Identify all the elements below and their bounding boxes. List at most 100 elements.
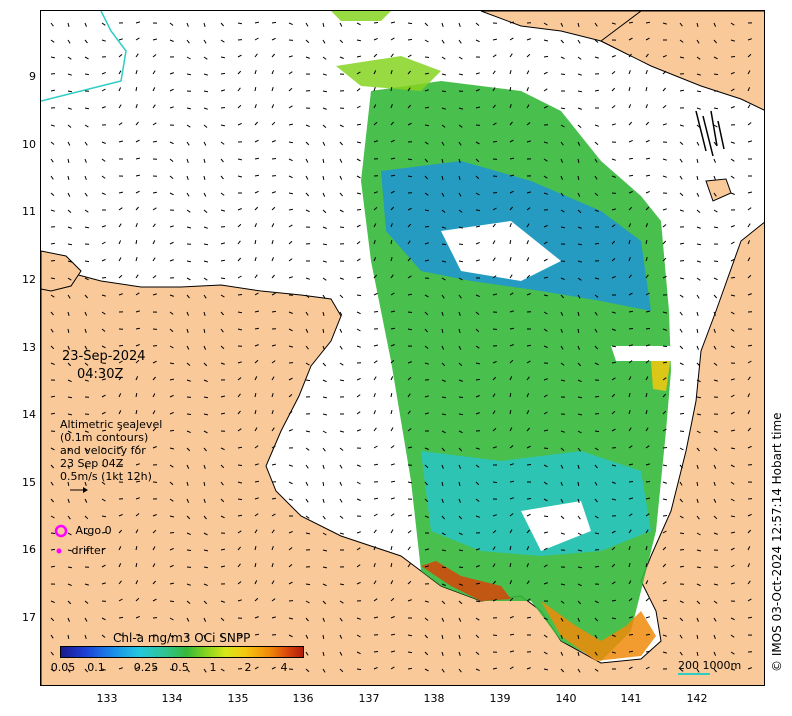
velocity-arrow (475, 464, 480, 468)
velocity-arrow (135, 206, 139, 211)
velocity-arrow (305, 22, 309, 27)
velocity-arrow (696, 22, 699, 28)
velocity-arrow (509, 480, 515, 483)
velocity-arrow (509, 666, 514, 670)
velocity-arrow (407, 275, 412, 279)
velocity-arrow (662, 563, 667, 568)
velocity-arrow (560, 107, 565, 110)
velocity-arrow (560, 124, 565, 128)
velocity-arrow (730, 311, 735, 315)
velocity-arrow (458, 651, 461, 656)
velocity-arrow (628, 292, 633, 296)
velocity-arrow (203, 634, 206, 640)
velocity-arrow (152, 667, 157, 670)
velocity-arrow (169, 158, 174, 162)
velocity-arrow (747, 427, 752, 432)
velocity-arrow (747, 445, 752, 449)
velocity-arrow (560, 583, 566, 586)
velocity-arrow (560, 226, 565, 229)
velocity-arrow (254, 344, 259, 347)
velocity-arrow (390, 392, 393, 398)
timestamp-label: 23-Sep-2024 04:30Z (62, 348, 146, 384)
velocity-arrow (84, 107, 90, 110)
velocity-arrow (628, 650, 634, 653)
velocity-arrow (339, 328, 343, 333)
velocity-arrow (458, 464, 462, 469)
velocity-arrow (322, 668, 326, 673)
velocity-arrow (373, 223, 377, 228)
velocity-arrow (611, 123, 616, 126)
velocity-arrow (390, 104, 393, 109)
velocity-arrow (50, 22, 54, 27)
velocity-arrow (645, 497, 651, 500)
velocity-arrow (696, 345, 699, 350)
velocity-arrow (628, 239, 631, 245)
velocity-arrow (237, 294, 243, 296)
velocity-arrow (67, 566, 73, 569)
velocity-arrow (271, 37, 276, 41)
velocity-arrow (696, 362, 701, 367)
velocity-arrow (237, 410, 241, 415)
velocity-arrow (747, 616, 752, 619)
velocity-arrow (458, 158, 461, 163)
velocity-arrow (203, 22, 206, 28)
velocity-arrow (543, 71, 548, 75)
velocity-arrow (67, 243, 72, 246)
velocity-arrow (186, 498, 190, 503)
velocity-arrow (288, 240, 293, 245)
velocity-arrow (696, 498, 699, 503)
velocity-arrow (50, 651, 54, 656)
velocity-arrow (271, 21, 277, 24)
velocity-arrow (237, 104, 242, 109)
velocity-arrow (254, 580, 258, 585)
velocity-arrow (662, 651, 667, 654)
velocity-arrow (152, 240, 156, 245)
velocity-arrow (390, 21, 396, 24)
velocity-arrow (475, 345, 480, 349)
velocity-arrow (322, 583, 327, 587)
velocity-arrow (645, 427, 649, 432)
velocity-arrow (662, 410, 667, 415)
velocity-arrow (169, 515, 175, 518)
velocity-arrow (628, 21, 634, 24)
velocity-arrow (356, 224, 361, 228)
velocity-arrow (662, 599, 668, 602)
velocity-arrow (50, 328, 54, 333)
velocity-arrow (288, 87, 293, 92)
velocity-arrow (322, 345, 325, 350)
velocity-arrow (67, 668, 71, 673)
velocity-arrow (186, 430, 191, 434)
velocity-arrow (441, 617, 445, 622)
velocity-arrow (662, 345, 668, 348)
velocity-arrow (492, 104, 496, 109)
velocity-arrow (747, 274, 752, 279)
velocity-arrow (730, 345, 735, 349)
velocity-arrow (322, 464, 325, 469)
velocity-arrow (271, 87, 274, 92)
velocity-arrow (152, 38, 158, 41)
velocity-arrow (424, 565, 429, 568)
velocity-arrow (441, 107, 446, 110)
velocity-arrow (492, 87, 496, 92)
velocity-arrow (203, 481, 206, 487)
velocity-arrow (662, 546, 667, 551)
velocity-arrow (594, 39, 599, 43)
velocity-arrow (696, 515, 700, 520)
velocity-arrow (169, 106, 174, 109)
velocity-arrow (101, 175, 106, 179)
velocity-arrow (458, 362, 463, 367)
velocity-arrow (152, 207, 157, 211)
velocity-arrow (611, 175, 616, 178)
velocity-arrow (577, 73, 582, 76)
velocity-arrow (339, 39, 344, 44)
velocity-arrow (577, 124, 582, 128)
map-panel[interactable] (40, 10, 765, 686)
velocity-arrow (611, 393, 616, 398)
velocity-arrow (713, 209, 718, 213)
velocity-arrow (492, 140, 498, 143)
velocity-arrow (560, 379, 566, 382)
velocity-arrow (492, 275, 497, 279)
velocity-arrow (152, 140, 158, 143)
velocity-arrow (254, 392, 257, 398)
velocity-arrow (50, 56, 56, 59)
